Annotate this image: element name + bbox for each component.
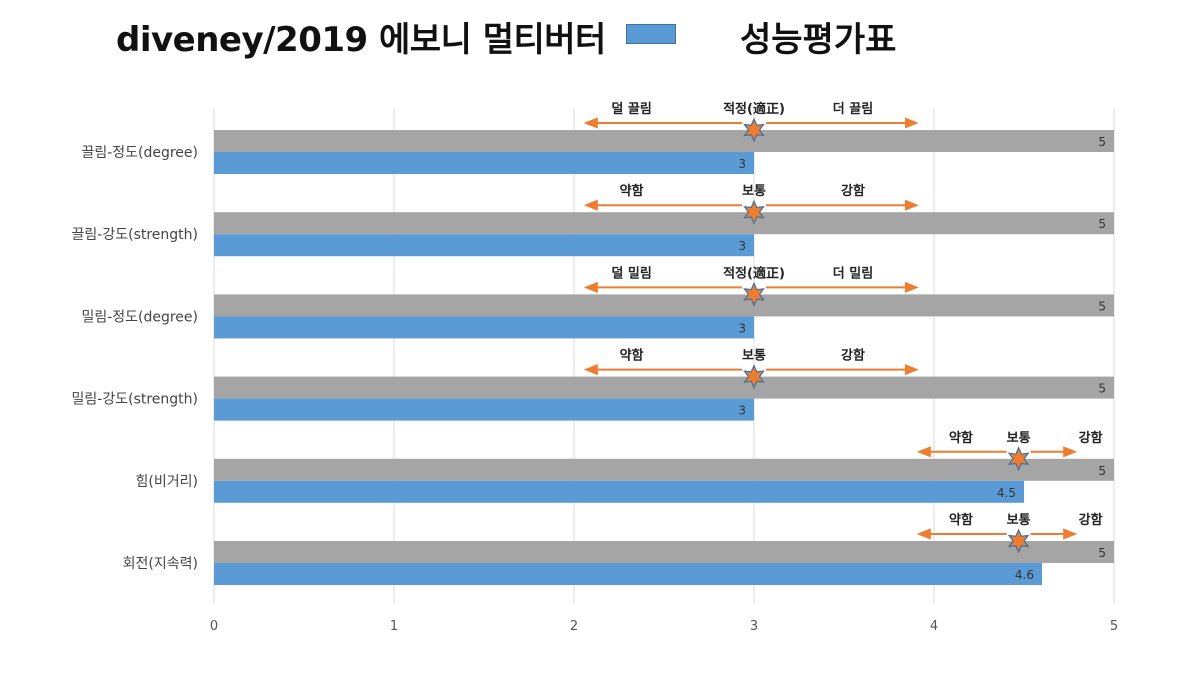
annotation-center: 적정(適正) [723,101,785,117]
annotation-left: 덜 밀림 [611,265,651,281]
bar-value [214,152,754,174]
bar-value-label: 4.6 [1015,568,1034,582]
star-marker [743,364,765,390]
bar-max-label: 5 [1098,382,1106,396]
annotation-center: 보통 [1007,431,1031,446]
annotation-right: 강함 [841,348,865,364]
bar-value-label: 4.5 [997,486,1016,500]
annotation-left: 약함 [620,183,644,199]
bar-value [214,234,754,257]
bar-max [214,130,1114,152]
bar-value [214,398,754,421]
bar-max-label: 5 [1098,546,1106,560]
star-marker [743,199,765,225]
annotation-left: 약함 [949,512,973,528]
annotation-center: 보통 [1007,513,1031,528]
bar-max-label: 5 [1098,217,1106,231]
bar-max-label: 5 [1098,299,1106,313]
bar-max-label: 5 [1098,464,1106,478]
bar-value-label: 3 [738,239,746,253]
x-tick-label: 5 [1110,619,1118,634]
bar-value-label: 3 [738,157,746,171]
category-label: 밀림-강도(strength) [72,392,198,408]
annotation-right: 강함 [1079,430,1103,446]
bar-value [214,316,754,339]
annotation-right: 더 밀림 [833,265,873,281]
bar-max-label: 5 [1098,135,1106,149]
x-tick-label: 0 [210,619,218,634]
x-tick-label: 1 [390,619,398,634]
x-tick-label: 2 [570,619,578,634]
star-marker [743,281,765,307]
bar-value [214,563,1042,585]
category-label: 밀림-정도(degree) [81,309,198,325]
bar-max [214,458,1114,481]
annotation-left: 덜 끌림 [611,101,651,117]
chart-title: diveney/2019 에보니 멀티버터 [116,20,606,60]
star-marker [1007,446,1030,472]
bar-value [214,480,1024,503]
chart-title-suffix: 성능평가표 [740,20,897,60]
chart-header: diveney/2019 에보니 멀티버터 성능평가표 [0,0,1200,80]
bar-value-label: 3 [738,321,746,335]
bar-max [214,212,1114,235]
category-label: 회전(지속력) [123,556,198,572]
bar-max [214,376,1114,399]
category-label: 끌림-정도(degree) [81,145,198,161]
annotation-right: 더 끌림 [833,101,873,117]
annotation-center: 보통 [742,349,766,364]
annotation-center: 적정(適正) [723,265,785,281]
bar-value-label: 3 [738,404,746,418]
annotation-right: 강함 [841,183,865,199]
bar-max [214,294,1114,317]
star-marker [743,117,765,143]
star-marker [1007,528,1030,554]
bar-max [214,541,1114,563]
category-label: 힘(비거리) [136,474,198,490]
annotation-left: 약함 [620,348,644,364]
x-tick-label: 3 [750,619,758,634]
annotation-center: 보통 [742,184,766,199]
annotation-right: 강함 [1079,512,1103,528]
annotation-left: 약함 [949,430,973,446]
category-label: 끌림-강도(strength) [72,227,198,243]
x-tick-label: 4 [930,619,938,634]
legend-swatch [626,24,676,44]
